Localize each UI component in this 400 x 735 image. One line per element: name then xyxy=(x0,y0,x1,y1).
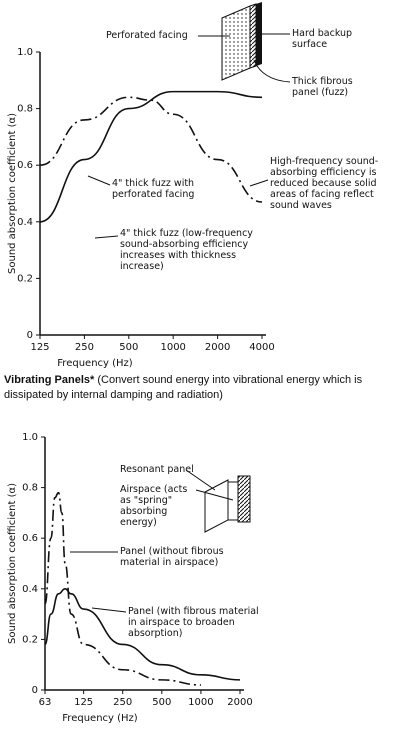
series-line xyxy=(44,491,201,686)
series-label: 4" thick fuzz with perforated facing xyxy=(112,178,195,200)
series-line xyxy=(39,90,263,223)
section-description: (Convert sound energy into vibrational e… xyxy=(4,374,363,401)
y-tick-label: 0.8 xyxy=(22,483,38,494)
y-axis-label: Sound absorption coefficient (α) xyxy=(7,483,18,644)
x-tick-label: 2000 xyxy=(227,697,252,708)
x-tick-label: 250 xyxy=(113,697,132,708)
annotation: High-frequency sound-absorbing efficienc… xyxy=(270,156,379,211)
x-axis-label: Frequency (Hz) xyxy=(57,358,133,369)
x-tick-label: 250 xyxy=(75,342,94,353)
series-label: 4" thick fuzz (low-frequency sound-absor… xyxy=(120,228,253,272)
y-tick-label: 1.0 xyxy=(22,432,38,443)
diagram-label: Resonant panel xyxy=(120,464,194,475)
series-label: Panel (without fibrous material in airsp… xyxy=(120,546,224,568)
diagram-label: Perforated facing xyxy=(106,30,188,41)
y-axis-label: Sound absorption coefficient (α) xyxy=(7,113,18,274)
x-tick-label: 2000 xyxy=(205,342,230,353)
y-tick-label: 0.4 xyxy=(22,584,38,595)
x-tick-label: 4000 xyxy=(249,342,274,353)
x-tick-label: 125 xyxy=(30,342,49,353)
series-line xyxy=(44,587,241,681)
panel-diagram xyxy=(198,2,291,83)
x-tick-label: 1000 xyxy=(160,342,185,353)
series-label: Panel (with fibrous material in airspace… xyxy=(128,606,259,639)
y-tick-label: 0.4 xyxy=(17,217,33,228)
y-tick-label: 0 xyxy=(27,330,33,341)
x-tick-label: 63 xyxy=(39,697,52,708)
x-tick-label: 1000 xyxy=(188,697,213,708)
x-axis-label: Frequency (Hz) xyxy=(62,713,138,724)
diagram-label: Thick fibrous panel (fuzz) xyxy=(292,76,353,98)
diagram-label: Airspace (acts as "spring" absorbing ene… xyxy=(120,484,188,528)
y-tick-label: 0.6 xyxy=(17,160,33,171)
series-line xyxy=(39,96,263,203)
y-tick-label: 1.0 xyxy=(17,47,33,58)
y-tick-label: 0 xyxy=(32,685,38,696)
panel-diagram-2 xyxy=(185,469,251,533)
section-heading: Vibrating Panels* (Convert sound energy … xyxy=(4,373,396,403)
y-tick-label: 0.2 xyxy=(22,634,38,645)
x-tick-label: 500 xyxy=(119,342,138,353)
y-tick-label: 0.8 xyxy=(17,104,33,115)
leader-lines xyxy=(70,175,269,613)
section-title: Vibrating Panels* xyxy=(4,374,95,386)
x-tick-label: 125 xyxy=(74,697,93,708)
diagram-label: Hard backup surface xyxy=(292,28,353,50)
y-tick-label: 0.2 xyxy=(17,273,33,284)
x-tick-label: 500 xyxy=(152,697,171,708)
y-tick-label: 0.6 xyxy=(22,533,38,544)
